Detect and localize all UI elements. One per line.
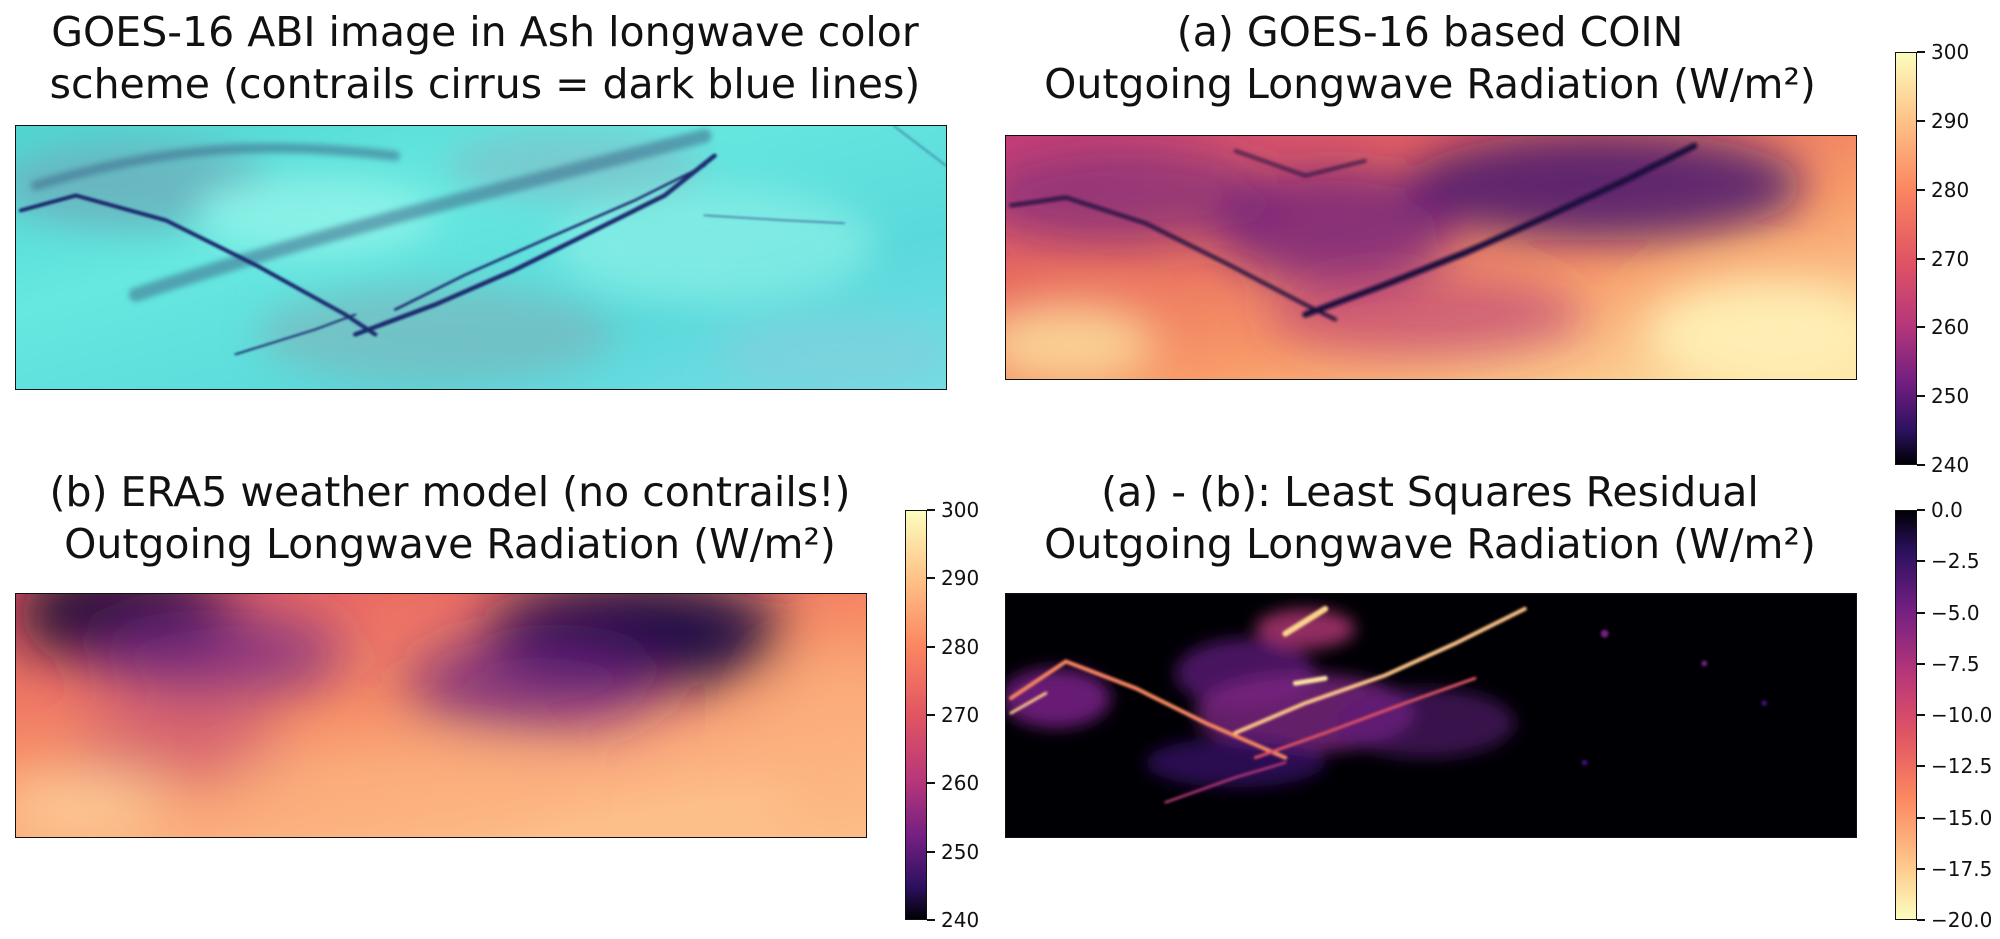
- era5-olr-tick: 280: [941, 634, 980, 659]
- coin-olr-colorbar-gradient: [1895, 52, 1917, 465]
- coin-olr-title-line-1: (a) GOES-16 based COIN: [1176, 8, 1684, 56]
- coin-olr-title-line-2: Outgoing Longwave Radiation (W/m²): [1044, 60, 1816, 108]
- era5-olr-tick: 270: [941, 703, 980, 727]
- coin-olr-map: [1005, 135, 1857, 380]
- residual-title: (a) - (b): Least Squares Residual Outgoi…: [1000, 466, 1860, 570]
- coin-olr-tick: 270: [1931, 246, 1970, 271]
- residual-tick: −7.5: [1931, 651, 1980, 676]
- era5-olr-tick: 250: [941, 839, 980, 864]
- era5-olr-map: [15, 593, 867, 838]
- residual-tick: −20.0: [1931, 908, 1993, 932]
- era5-olr-title-line-1: (b) ERA5 weather model (no contrails!): [49, 468, 851, 516]
- residual-tick: −2.5: [1931, 549, 1980, 574]
- coin-olr-tick: 240: [1931, 453, 1970, 477]
- residual-colorbar-gradient: [1895, 510, 1917, 920]
- residual-map: [1005, 593, 1857, 838]
- goes-ash-title-line-2: scheme (contrails cirrus = dark blue lin…: [49, 60, 921, 108]
- residual-tick: −15.0: [1931, 805, 1993, 830]
- goes-ash-image: [15, 125, 947, 390]
- coin-olr-tick: 260: [1931, 315, 1970, 340]
- era5-olr-title-line-2: Outgoing Longwave Radiation (W/m²): [64, 520, 836, 568]
- residual-tick: −12.5: [1931, 754, 1993, 779]
- residual-title-line-1: (a) - (b): Least Squares Residual: [1101, 468, 1759, 516]
- goes-ash-title: GOES-16 ABI image in Ash longwave color …: [10, 6, 960, 110]
- era5-olr-colorbar-gradient: [905, 510, 927, 920]
- coin-olr-tick: 280: [1931, 177, 1970, 202]
- residual-tick: −17.5: [1931, 856, 1993, 881]
- era5-olr-title: (b) ERA5 weather model (no contrails!) O…: [10, 466, 890, 570]
- residual-title-line-2: Outgoing Longwave Radiation (W/m²): [1044, 520, 1816, 568]
- coin-olr-title: (a) GOES-16 based COIN Outgoing Longwave…: [1000, 6, 1860, 110]
- coin-olr-tick: 250: [1931, 384, 1970, 409]
- coin-olr-tick: 300: [1931, 40, 1970, 64]
- coin-olr-colorbar: 300 290 280 270 260 250 240: [1895, 40, 1969, 477]
- residual-tick: −5.0: [1931, 600, 1980, 625]
- residual-colorbar: 0.0 −2.5 −5.0 −7.5 −10.0 −12.5 −15.0 −17…: [1895, 498, 1992, 932]
- goes-ash-title-line-1: GOES-16 ABI image in Ash longwave color: [51, 8, 919, 56]
- era5-olr-colorbar: 300 290 280 270 260 250 240: [905, 498, 979, 932]
- residual-tick: −10.0: [1931, 703, 1993, 727]
- coin-olr-tick: 290: [1931, 108, 1970, 133]
- era5-olr-tick: 300: [941, 498, 980, 522]
- era5-olr-tick: 290: [941, 566, 980, 591]
- residual-tick: 0.0: [1931, 498, 1963, 522]
- era5-olr-tick: 260: [941, 771, 980, 796]
- era5-olr-tick: 240: [941, 908, 980, 932]
